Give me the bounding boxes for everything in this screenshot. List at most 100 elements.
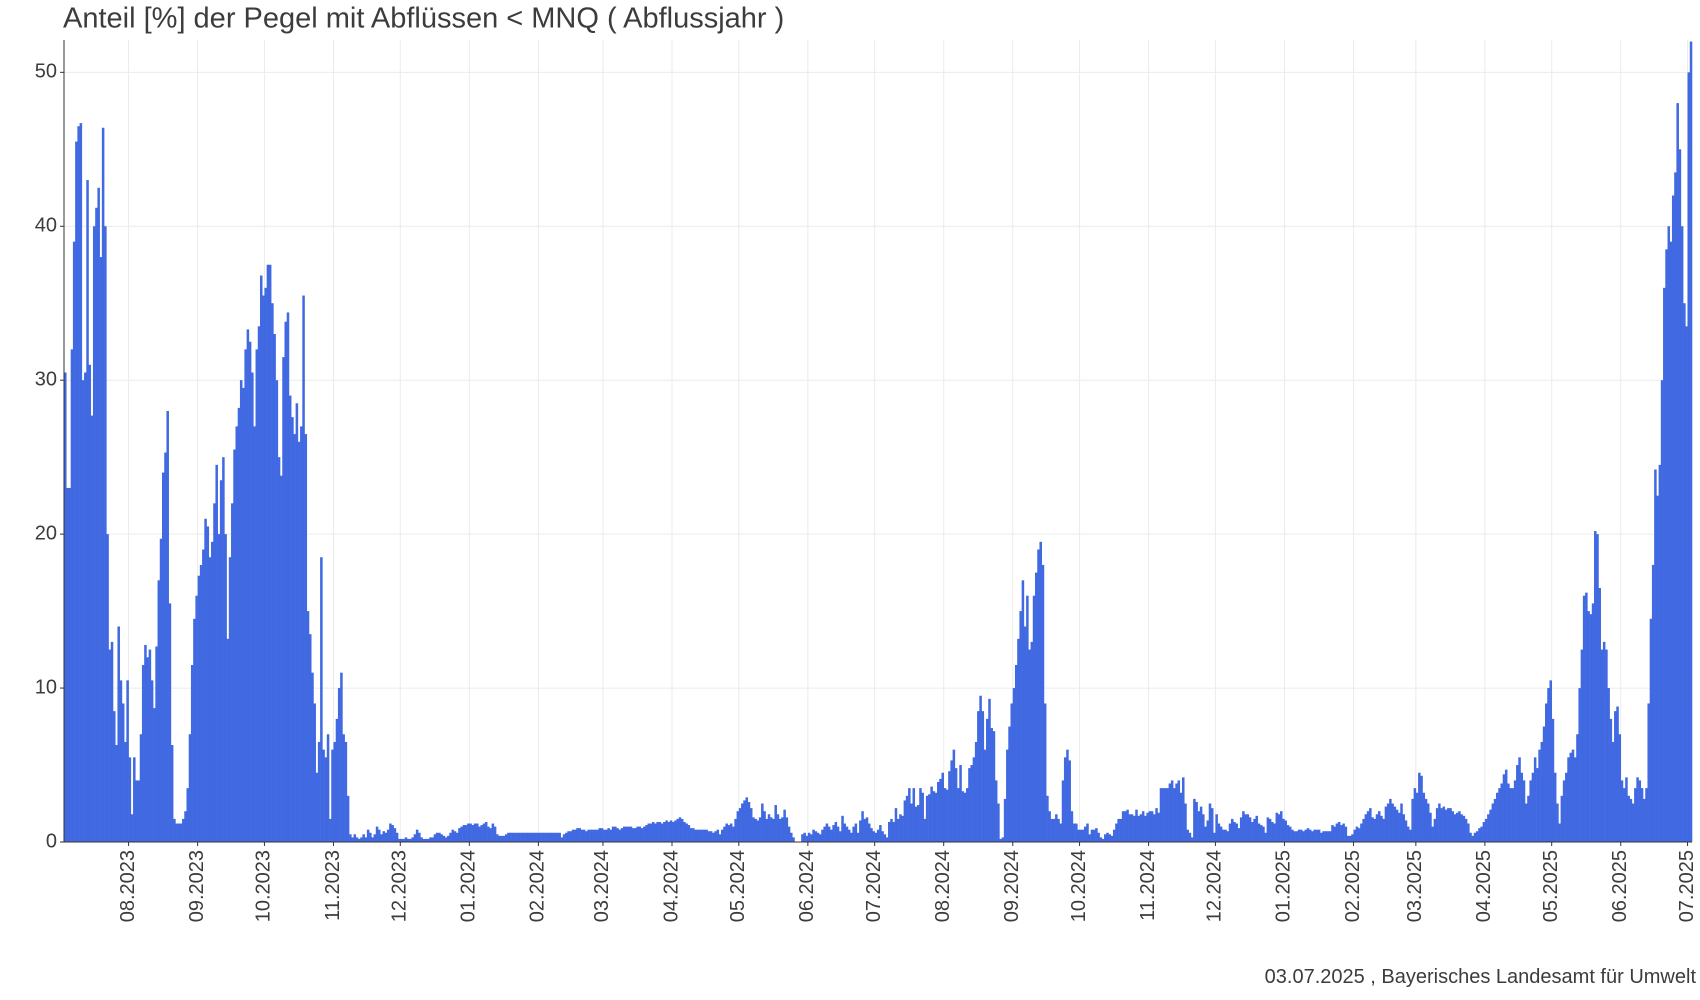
bar: [473, 823, 477, 842]
bar: [910, 803, 913, 842]
bar: [723, 826, 726, 842]
bar: [872, 831, 875, 842]
bar: [357, 838, 361, 842]
bar: [1496, 792, 1499, 842]
bar: [1306, 828, 1310, 842]
bar: [1315, 829, 1319, 842]
bar: [451, 829, 455, 842]
bar: [1551, 718, 1555, 842]
bar: [912, 788, 916, 842]
bar: [1455, 812, 1459, 842]
bar: [783, 809, 786, 842]
x-tick-label: 02.2024: [527, 850, 549, 922]
x-tick-label: 04.2025: [1473, 850, 1495, 922]
bar: [204, 518, 207, 842]
bar: [1377, 811, 1381, 842]
bar: [1328, 831, 1332, 842]
bar: [1578, 688, 1581, 842]
bar: [1442, 806, 1446, 842]
bar: [1357, 828, 1361, 842]
bar: [580, 829, 584, 842]
bar: [124, 741, 127, 842]
bar: [847, 829, 851, 842]
bar: [1556, 803, 1559, 842]
bar: [1164, 788, 1167, 842]
bar: [206, 526, 210, 842]
bar: [879, 825, 882, 842]
bar: [453, 831, 457, 842]
bar: [1046, 795, 1049, 842]
bar: [1275, 812, 1279, 842]
bar: [934, 792, 938, 842]
bar: [999, 838, 1002, 842]
bar: [1340, 825, 1343, 842]
bar: [1170, 780, 1174, 842]
bar: [1166, 788, 1169, 842]
bar: [747, 801, 751, 842]
bar: [734, 818, 737, 842]
bar: [1598, 588, 1601, 842]
bar: [1589, 614, 1593, 842]
bar: [150, 680, 154, 842]
bar: [1389, 798, 1392, 842]
bar: [767, 814, 771, 842]
bar: [273, 334, 276, 842]
bar: [671, 821, 675, 842]
bar: [516, 832, 519, 842]
bar: [480, 825, 483, 842]
bar: [1375, 814, 1379, 842]
bar: [921, 792, 924, 842]
bar: [1447, 808, 1450, 842]
bar: [1041, 564, 1045, 842]
bar: [306, 611, 310, 842]
bar: [128, 757, 132, 842]
bar: [1687, 72, 1691, 842]
bar: [1549, 680, 1552, 842]
bar: [611, 826, 615, 842]
bar: [64, 372, 67, 842]
x-tick-label: 10.2024: [1068, 850, 1090, 922]
bar: [1585, 592, 1588, 842]
bar: [1197, 811, 1201, 842]
bar: [925, 795, 929, 842]
bar: [1398, 812, 1401, 842]
bar: [1369, 808, 1372, 842]
bar: [1001, 837, 1005, 842]
x-tick-label: 08.2023: [117, 850, 139, 922]
bar: [1458, 811, 1461, 842]
bar: [1317, 829, 1321, 842]
bar: [1680, 226, 1684, 842]
bar: [498, 835, 501, 842]
bar: [1043, 703, 1047, 842]
bar: [867, 823, 871, 842]
bar: [707, 831, 711, 842]
bar: [175, 823, 178, 842]
bar: [545, 832, 548, 842]
bar: [861, 811, 864, 842]
bar: [1620, 780, 1624, 842]
bar: [1349, 835, 1352, 842]
bar: [841, 815, 844, 842]
bar: [741, 803, 744, 842]
bar: [1012, 688, 1016, 842]
bar: [901, 815, 904, 842]
bar: [280, 475, 283, 842]
bar: [413, 834, 417, 842]
bar: [1511, 788, 1515, 842]
bar: [923, 818, 927, 842]
bar: [1092, 829, 1096, 842]
bar: [542, 832, 546, 842]
bar: [1678, 149, 1682, 842]
bar: [578, 828, 581, 842]
bar: [1665, 249, 1668, 842]
bar: [391, 825, 394, 842]
bar: [188, 734, 192, 842]
bar: [1614, 711, 1617, 842]
bar: [1177, 780, 1181, 842]
bar: [718, 834, 722, 842]
bar: [1010, 703, 1014, 842]
bar: [785, 817, 789, 842]
x-tick-label: 09.2024: [1001, 850, 1023, 922]
bar: [522, 832, 526, 842]
chart-title: Anteil [%] der Pegel mit Abflüssen < MNQ…: [63, 3, 784, 35]
